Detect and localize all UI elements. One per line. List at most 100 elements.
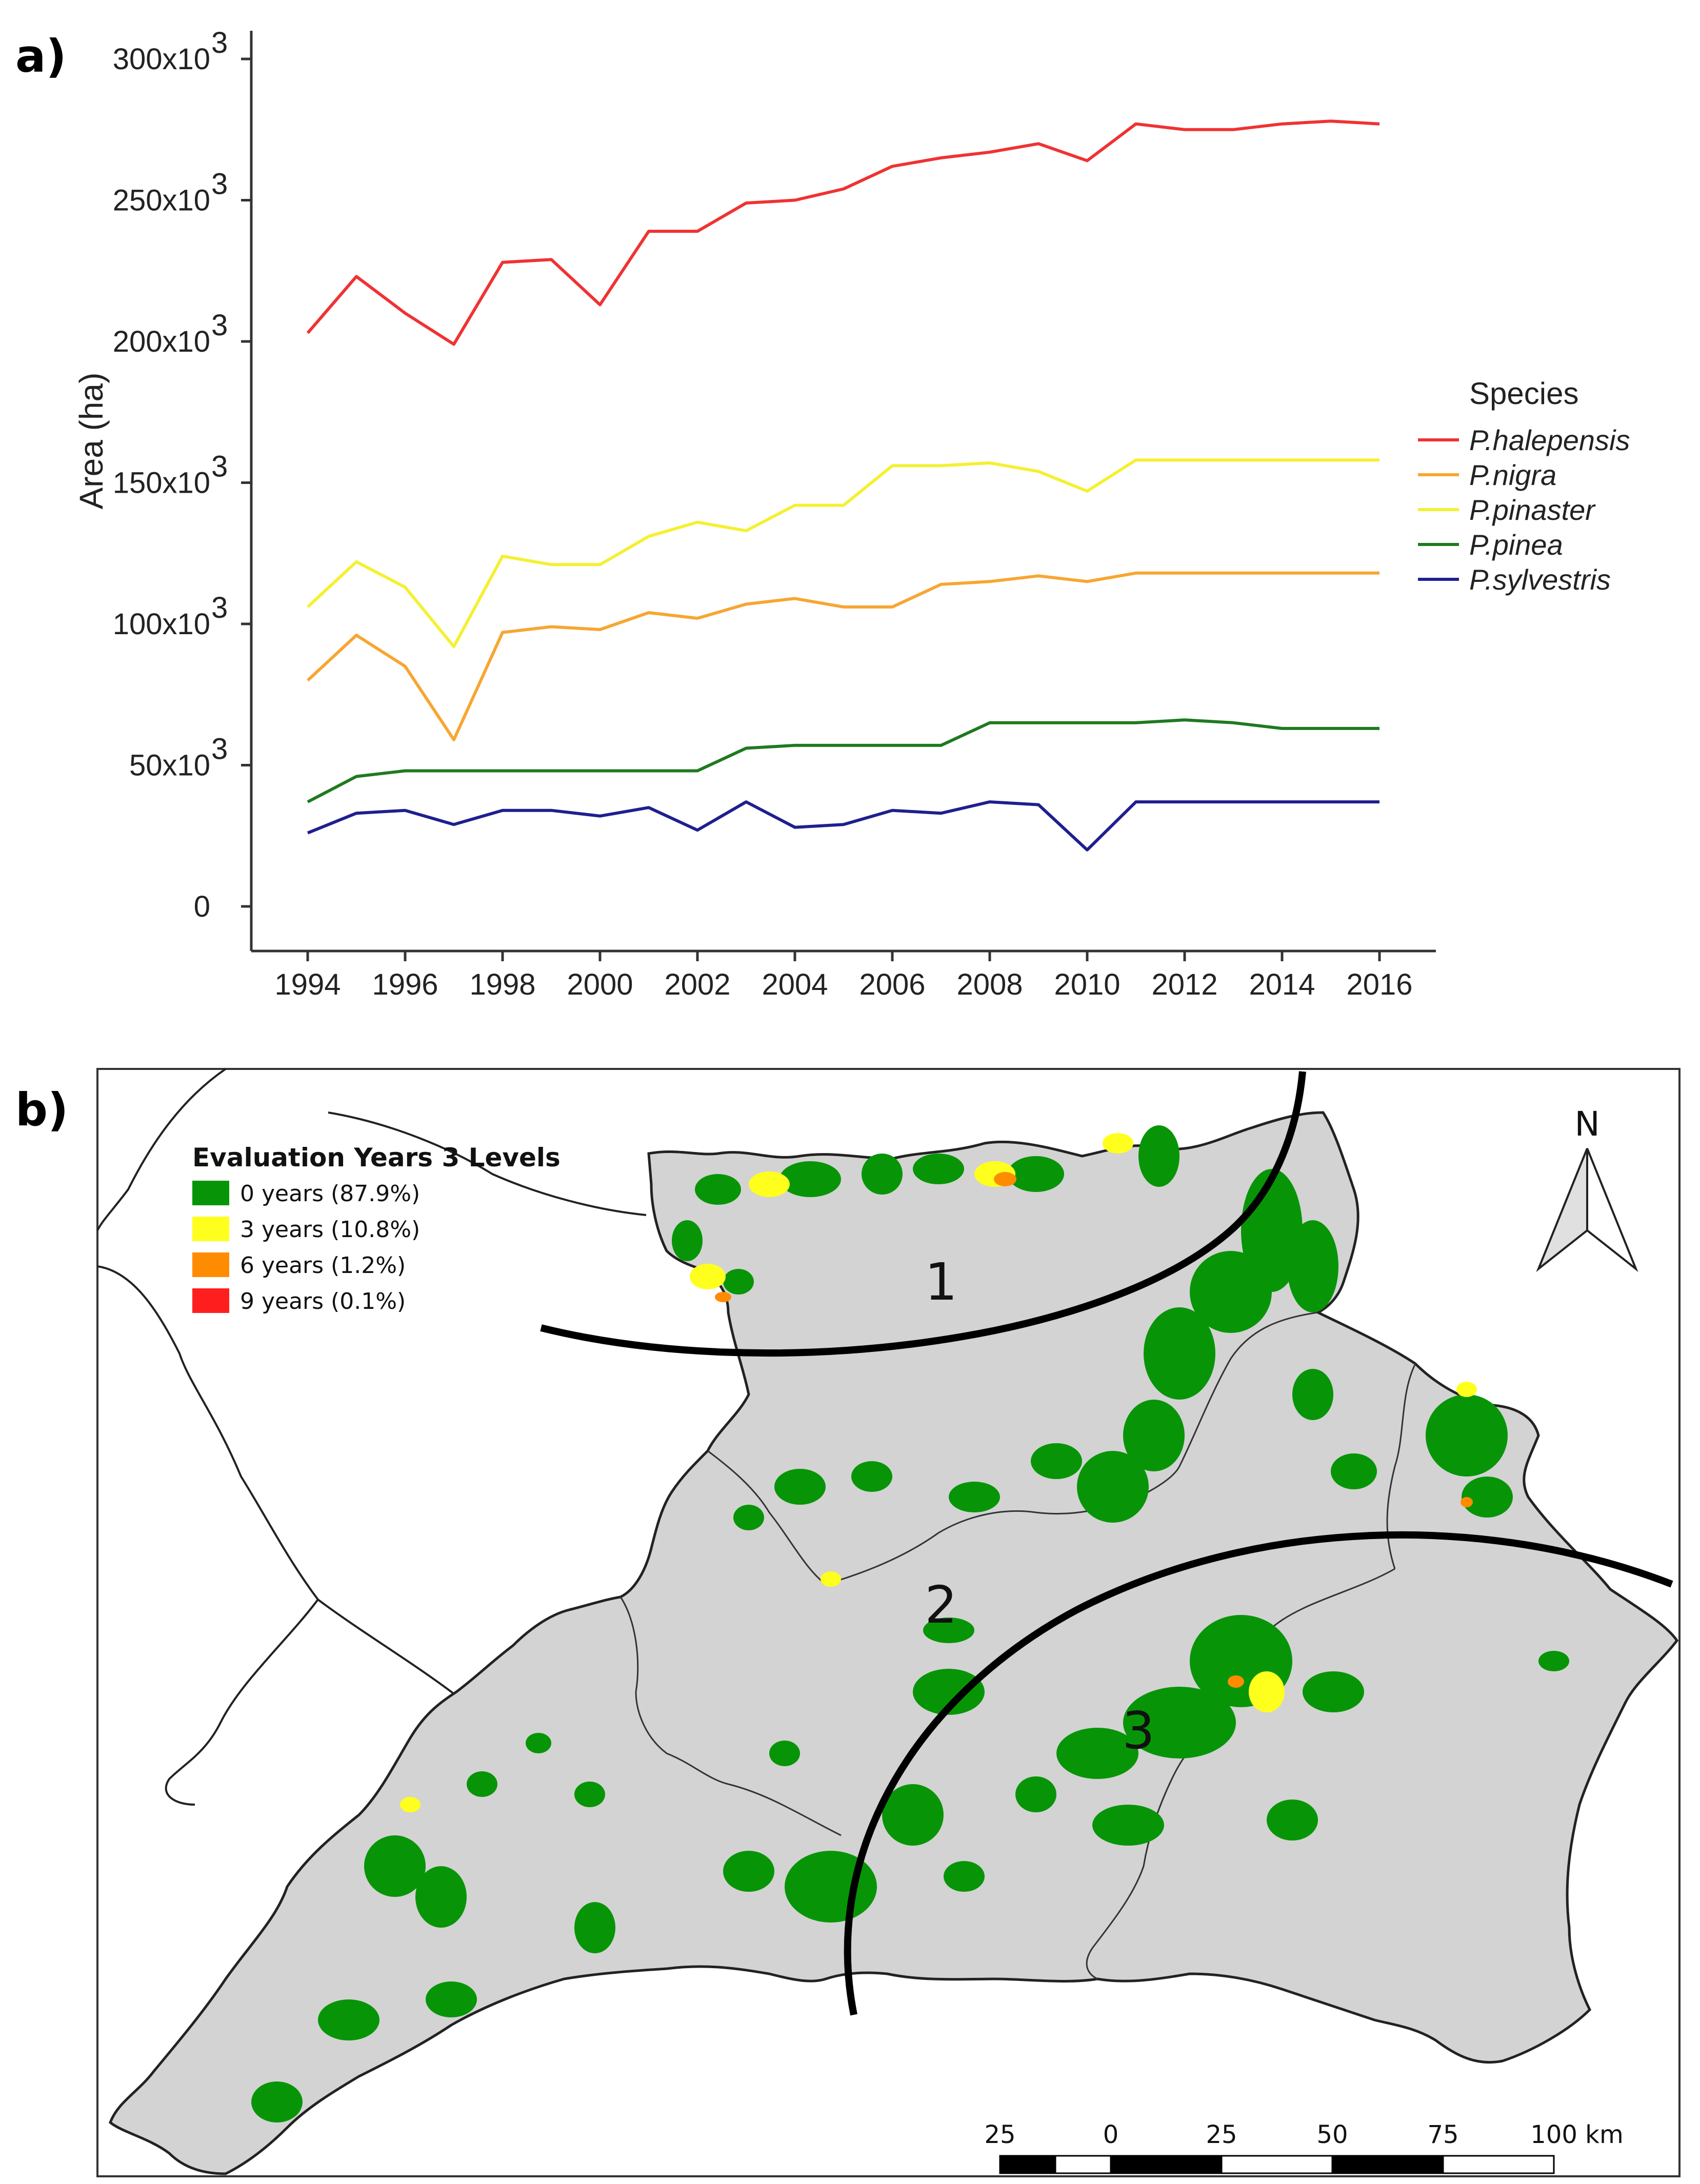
forest-patch — [723, 1851, 774, 1892]
y-tick-label: 200x10 — [113, 325, 210, 358]
forest-patch — [1092, 1805, 1164, 1846]
forest-patch — [1123, 1687, 1236, 1758]
forest-patch — [526, 1733, 551, 1753]
forest-patch — [574, 1782, 605, 1807]
zone-label-2: 2 — [925, 1575, 957, 1635]
orange-patch — [1461, 1497, 1473, 1507]
forest-patch — [1331, 1453, 1377, 1489]
zone-arc-2 — [844, 1531, 1673, 2016]
scale-label: 25 — [984, 2120, 1015, 2149]
forest-patch — [251, 2081, 303, 2122]
forest-patch — [1008, 1156, 1064, 1192]
forest-patch — [769, 1741, 800, 1766]
legend-items: P.halepensisP.nigraP.pinasterP.pineaP.sy… — [1418, 424, 1630, 596]
neighbour-borders — [96, 1068, 647, 1806]
forest-patch — [1077, 1451, 1149, 1523]
north-arrow: N — [1536, 1104, 1638, 1272]
series-line-p-pinea — [307, 718, 1379, 803]
yellow-patch — [1456, 1382, 1477, 1397]
y-tick-exponent: 3 — [211, 450, 228, 483]
north-label: N — [1574, 1104, 1599, 1144]
legend-label-0-years: 0 years (87.9%) — [240, 1181, 420, 1207]
y-tick-label: 250x10 — [113, 184, 210, 217]
series-line-p-pinaster — [306, 458, 1379, 649]
forest-patch — [318, 1999, 379, 2040]
series-line-p-halepensis — [306, 119, 1380, 346]
province-border — [619, 1596, 729, 1785]
forest-patch — [1144, 1307, 1215, 1400]
forest-patch — [851, 1461, 892, 1492]
orange-patch — [1228, 1675, 1244, 1688]
scale-bar: 25 0 25 50 75 100 km — [984, 2120, 1624, 2174]
y-tick-label: 50x10 — [129, 749, 210, 782]
legend-label-p-halepensis: P.halepensis — [1469, 424, 1630, 456]
panel-a-label: a) — [15, 30, 67, 83]
forest-patch — [774, 1469, 826, 1505]
forest-patch — [1292, 1369, 1333, 1420]
x-tick-label: 2014 — [1249, 968, 1315, 1001]
zone-label-1: 1 — [925, 1252, 957, 1312]
x-tick-label: 2008 — [956, 968, 1023, 1001]
yellow-patch — [749, 1171, 790, 1197]
scale-segment — [1110, 2155, 1223, 2174]
yellow-patch — [690, 1264, 726, 1289]
legend-label-p-pinea: P.pinea — [1469, 529, 1563, 561]
scale-segment — [1442, 2155, 1555, 2174]
zone-arc-1 — [540, 1071, 1306, 1357]
neighbour-border — [328, 1111, 647, 1216]
x-tick-label: 2002 — [664, 968, 730, 1001]
legend-label-p-nigra: P.nigra — [1469, 459, 1556, 491]
y-tick-exponent: 3 — [211, 591, 228, 624]
scale-segment — [1331, 2155, 1444, 2174]
map-legend-title: Evaluation Years 3 Levels — [192, 1143, 561, 1172]
x-tick-label: 2012 — [1151, 968, 1217, 1001]
forest-patch — [1462, 1477, 1513, 1518]
orange-patch — [715, 1292, 731, 1302]
y-tick-exponent: 3 — [211, 309, 228, 342]
scale-label: 0 — [1103, 2120, 1119, 2149]
forest-patch — [1426, 1394, 1508, 1477]
forest-patch — [723, 1269, 754, 1295]
legend-swatch-9-years — [192, 1288, 229, 1313]
series-line-p-nigra — [306, 571, 1379, 741]
forest-patch — [923, 1617, 974, 1643]
scale-segment — [1221, 2155, 1333, 2174]
forest-patch — [1190, 1251, 1272, 1333]
y-tick-exponent: 3 — [211, 168, 228, 201]
forest-patch — [733, 1505, 764, 1530]
x-tick-label: 2016 — [1346, 968, 1412, 1001]
x-tick-label: 2010 — [1054, 968, 1120, 1001]
y-tick-label: 150x10 — [113, 467, 210, 500]
x-ticks: 1994 1996 1998 2000 2002 2004 2006 2008 2010 2012… — [274, 951, 1413, 1001]
forest-patch — [1056, 1728, 1138, 1779]
scale-segment — [1054, 2155, 1112, 2174]
forest-map: 1 2 3 Evaluation Years 3 Levels 0 years … — [96, 1068, 1681, 2177]
map-legend: Evaluation Years 3 Levels 0 years (87.9%… — [192, 1143, 561, 1315]
forest-patch — [779, 1161, 841, 1197]
forest-patch — [1138, 1125, 1179, 1187]
yellow-patch — [1249, 1671, 1285, 1712]
x-tick-label: 2000 — [567, 968, 633, 1001]
forest-patch — [1538, 1651, 1569, 1671]
forest-patch — [882, 1784, 944, 1846]
yellow-patch — [1103, 1133, 1133, 1154]
legend-label-p-pinaster: P.pinaster — [1469, 494, 1596, 526]
legend-title: Species — [1469, 376, 1578, 411]
legend-label-9-years: 9 years (0.1%) — [240, 1288, 406, 1315]
forest-patch — [913, 1154, 964, 1184]
series-lines — [306, 119, 1380, 852]
forest-patch — [672, 1220, 703, 1261]
forest-patch — [1123, 1400, 1185, 1471]
legend-swatch-3-years — [192, 1217, 229, 1241]
legend-swatch-0-years — [192, 1181, 229, 1205]
forest-patch — [1303, 1671, 1364, 1712]
forest-patch — [1015, 1776, 1056, 1812]
y-tick-label: 100x10 — [113, 608, 210, 641]
orange-patches — [715, 1172, 1473, 1688]
x-tick-label: 1996 — [372, 968, 438, 1001]
y-tick-label: 0 — [194, 890, 210, 923]
forest-patch — [1031, 1443, 1082, 1479]
